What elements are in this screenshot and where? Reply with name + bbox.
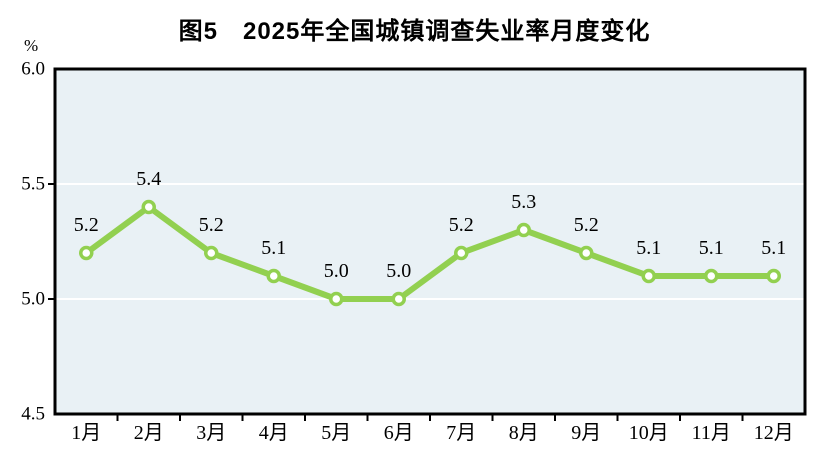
data-point-marker [141, 199, 156, 215]
data-point-label: 5.3 [511, 191, 536, 213]
x-axis-label: 12月 [754, 422, 794, 444]
data-point-label: 5.2 [574, 214, 599, 236]
x-axis-label: 1月 [71, 422, 101, 444]
data-point-label: 5.2 [199, 214, 224, 236]
data-point-marker [391, 291, 406, 307]
x-axis-label: 9月 [571, 422, 601, 444]
data-point-marker [454, 245, 469, 261]
data-point-marker [704, 268, 719, 284]
data-point-label: 5.2 [449, 214, 474, 236]
data-point-marker [579, 245, 594, 261]
y-axis-label: 6.0 [21, 59, 45, 80]
plot-border [53, 67, 807, 416]
x-axis-label: 10月 [629, 422, 669, 444]
data-point-marker [641, 268, 656, 284]
y-axis-label: 5.5 [21, 174, 45, 195]
x-axis-label: 7月 [446, 422, 476, 444]
data-point-label: 5.1 [699, 237, 724, 259]
data-point-label: 5.1 [636, 237, 661, 259]
data-point-marker [266, 268, 281, 284]
x-axis-label: 5月 [321, 422, 351, 444]
x-axis-label: 11月 [692, 422, 731, 444]
data-point-marker [79, 245, 94, 261]
data-point-label: 5.4 [136, 168, 161, 190]
plot-area-background [55, 69, 805, 414]
x-axis-label: 6月 [384, 422, 414, 444]
y-axis-label: 5.0 [21, 289, 45, 310]
data-point-marker [329, 291, 344, 307]
chart-title: 图5 2025年全国城镇调查失业率月度变化 [178, 18, 651, 45]
y-axis-unit-label: % [24, 36, 39, 55]
data-point-label: 5.1 [261, 237, 286, 259]
y-axis-label: 4.5 [21, 404, 45, 425]
data-point-label: 5.0 [324, 260, 349, 282]
series-line [83, 204, 777, 302]
x-axis-label: 2月 [134, 422, 164, 444]
data-point-label: 5.1 [761, 237, 786, 259]
data-point-label: 5.2 [74, 214, 99, 236]
data-point-marker [516, 222, 531, 238]
x-axis-label: 8月 [509, 422, 539, 444]
data-point-marker [766, 268, 781, 284]
x-axis-label: 4月 [259, 422, 289, 444]
x-axis-label: 3月 [196, 422, 226, 444]
data-point-label: 5.0 [386, 260, 411, 282]
data-point-marker [204, 245, 219, 261]
